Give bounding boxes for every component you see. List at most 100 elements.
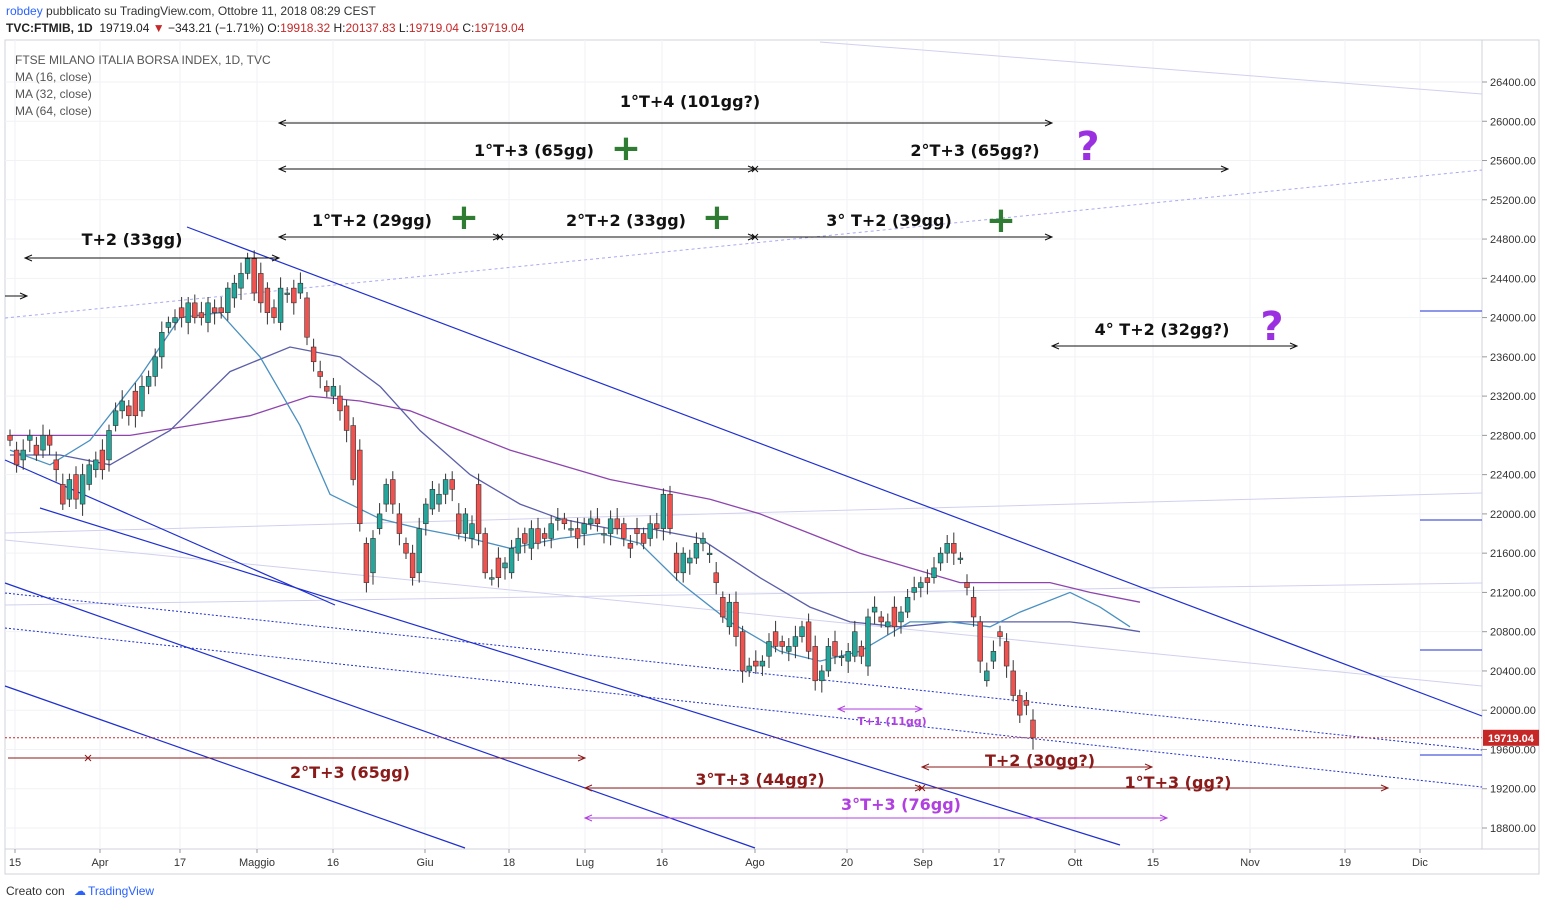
chart-header-publisher: robdey pubblicato su TradingView.com, Ot…	[6, 4, 376, 18]
arrow-1t3-tail	[277, 165, 287, 173]
candle	[984, 670, 990, 682]
candle	[475, 484, 482, 534]
open-label: O:	[267, 21, 281, 35]
candle	[495, 557, 502, 578]
arrow-4t2-tail	[1050, 342, 1060, 350]
candle	[7, 435, 13, 441]
candle	[825, 646, 832, 672]
y-tick-label: 25600.00	[1490, 156, 1536, 168]
arrow-left-edge-head	[19, 292, 29, 300]
candle	[337, 395, 343, 412]
candle	[390, 479, 396, 505]
y-tick-label: 23200.00	[1490, 391, 1536, 403]
legend-title: FTSE MILANO ITALIA BORSA INDEX, 1D, TVC	[15, 53, 271, 67]
price-change: −343.21 (−1.71%)	[167, 21, 265, 35]
candle	[805, 621, 812, 652]
label-t2-33: T+2 (33gg)	[82, 230, 183, 249]
candle	[997, 631, 1003, 637]
time-axis[interactable]: 15 Apr 17 Maggio 16 Giu 18 Lug 16 Ago 20 Sep 17 Ott 15…	[9, 849, 1429, 869]
tradingview-logo-icon[interactable]: ☁	[74, 884, 87, 898]
arrow-t2-33-tail	[23, 254, 33, 262]
x-tick-label: 16	[656, 857, 668, 869]
x-tick-label: 15	[1147, 857, 1159, 869]
x-tick-label: 20	[841, 857, 853, 869]
ma16-line	[9, 312, 1131, 662]
x-tick-label: Giu	[416, 857, 433, 869]
label-1t3: 1°T+3 (65gg)	[474, 141, 594, 160]
candle	[858, 646, 865, 657]
candle	[772, 631, 779, 647]
candle	[442, 479, 449, 495]
candle	[937, 552, 944, 564]
price-axis[interactable]: 26400.00 26000.00 25600.00 25200.00 24800.00…	[5, 77, 1539, 835]
candle	[970, 597, 977, 618]
author-name[interactable]: robdey	[6, 4, 43, 18]
arrow-red-3t3-tail	[583, 784, 593, 792]
channel-line	[186, 226, 1483, 717]
label-1t2: 1°T+2 (29gg)	[312, 211, 432, 230]
candle	[66, 479, 73, 500]
open-value: 19918.32	[280, 21, 331, 35]
y-tick-label: 25200.00	[1490, 195, 1536, 207]
candle	[178, 307, 185, 318]
candle	[238, 273, 244, 289]
symbol-label: TVC:FTMIB, 1D	[6, 21, 93, 35]
candle	[284, 292, 290, 295]
x-tick-label: 17	[174, 857, 186, 869]
ma64-line	[10, 395, 1141, 603]
candle	[145, 376, 152, 387]
candle	[324, 385, 330, 392]
candle	[13, 449, 20, 466]
candle	[231, 282, 238, 299]
candle	[198, 312, 205, 318]
legend-ma64[interactable]: MA (64, close)	[15, 104, 92, 118]
candle	[660, 493, 667, 529]
candle	[673, 552, 680, 574]
candle	[297, 282, 304, 294]
arrow-2t3-head	[1220, 165, 1230, 173]
candle	[753, 660, 759, 667]
candle	[159, 332, 165, 358]
candle	[693, 543, 700, 559]
faint-trendline	[4, 539, 1483, 687]
candle	[951, 543, 957, 554]
faint-trendline	[819, 41, 1483, 95]
legend-ma16[interactable]: MA (16, close)	[15, 70, 92, 84]
chart-legend: FTSE MILANO ITALIA BORSA INDEX, 1D, TVC …	[15, 52, 271, 120]
candle	[706, 552, 713, 555]
candle	[482, 533, 488, 574]
candle	[1010, 670, 1016, 696]
y-tick-label: 22800.00	[1490, 430, 1536, 442]
candle	[964, 582, 970, 588]
candle	[1023, 700, 1030, 706]
channel-line	[39, 507, 1121, 846]
candle	[931, 567, 937, 578]
x-tick-label: Maggio	[239, 857, 275, 869]
candle	[990, 651, 997, 662]
candle	[561, 518, 568, 525]
candle	[700, 538, 706, 544]
candle	[396, 513, 403, 534]
label-red-1t3: 1°T+3 (gg?)	[1125, 773, 1232, 792]
candle	[383, 484, 389, 505]
candle	[27, 435, 33, 441]
arrow-joint	[751, 233, 759, 241]
candle	[904, 597, 911, 613]
ohlc-header: TVC:FTMIB, 1D 19719.04 ▼ −343.21 (−1.71%…	[6, 21, 524, 35]
label-4t2: 4° T+2 (32gg?)	[1095, 320, 1230, 339]
channel-line-dotted	[4, 627, 1483, 788]
candle	[720, 597, 726, 618]
plus-sign: +	[986, 200, 1016, 241]
candle	[759, 660, 766, 667]
candle	[86, 464, 92, 485]
legend-ma32[interactable]: MA (32, close)	[15, 87, 92, 101]
tradingview-link[interactable]: TradingView	[88, 884, 155, 898]
x-tick-label: 15	[9, 857, 21, 869]
candle	[218, 307, 224, 313]
candle	[416, 528, 422, 574]
candle	[357, 449, 363, 525]
candle	[1017, 695, 1023, 716]
candle	[977, 621, 983, 662]
candle	[726, 601, 733, 628]
